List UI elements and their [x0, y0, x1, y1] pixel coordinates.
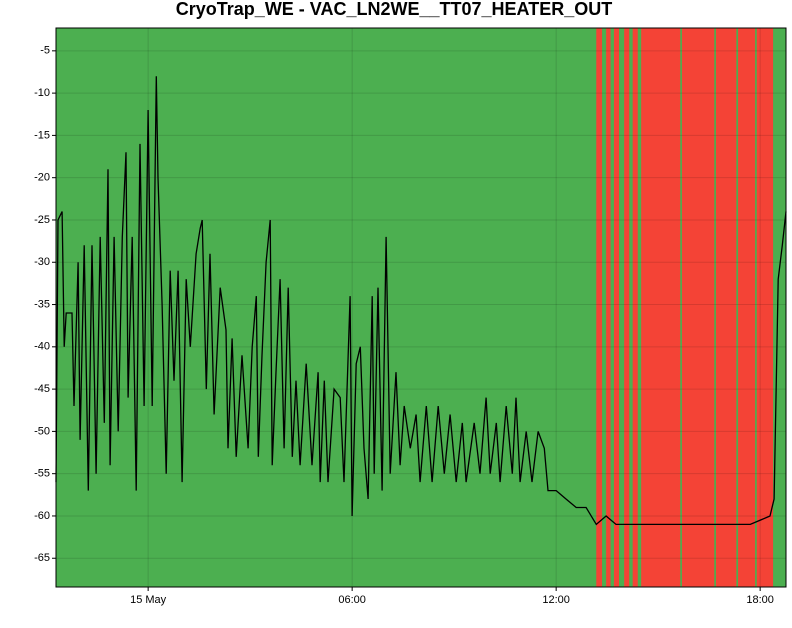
y-tick-label: -30: [34, 256, 50, 268]
x-tick-label: 06:00: [338, 594, 366, 606]
y-tick-label: -60: [34, 510, 50, 522]
y-tick-label: -50: [34, 425, 50, 437]
y-tick-label: -65: [34, 552, 50, 564]
alarm-band: [738, 28, 756, 587]
alarm-band: [606, 28, 611, 587]
alarm-band: [681, 28, 715, 587]
alarm-band: [641, 28, 681, 587]
chart-title: CryoTrap_WE - VAC_LN2WE__TT07_HEATER_OUT: [176, 0, 612, 19]
y-tick-label: -5: [40, 45, 50, 57]
x-tick-label: 12:00: [542, 594, 570, 606]
alarm-band: [596, 28, 603, 587]
x-tick-label: 18:00: [746, 594, 774, 606]
y-tick-label: -25: [34, 214, 50, 226]
y-tick-label: -55: [34, 468, 50, 480]
y-tick-label: -45: [34, 383, 50, 395]
alarm-band: [756, 28, 774, 587]
y-tick-label: -15: [34, 129, 50, 141]
alarm-band: [632, 28, 638, 587]
y-tick-label: -20: [34, 172, 50, 184]
y-tick-label: -35: [34, 298, 50, 310]
x-tick-label: 15 May: [130, 594, 167, 606]
alarm-band: [624, 28, 630, 587]
y-tick-label: -10: [34, 87, 50, 99]
alarm-band: [613, 28, 620, 587]
y-tick-label: -40: [34, 341, 50, 353]
data-line: [55, 76, 787, 526]
plot-frame: [55, 27, 787, 588]
alarm-band: [715, 28, 737, 587]
